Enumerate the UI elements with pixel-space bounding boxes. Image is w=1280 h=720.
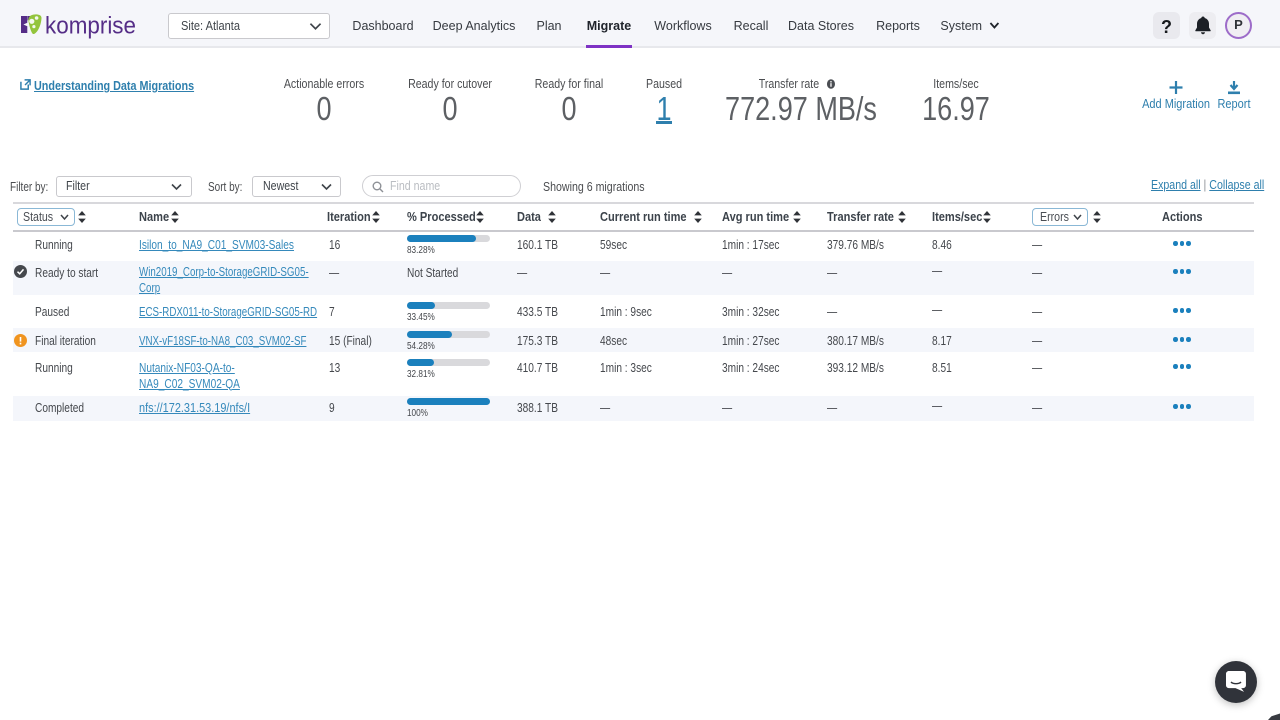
svg-text:komprise: komprise [45,13,136,40]
